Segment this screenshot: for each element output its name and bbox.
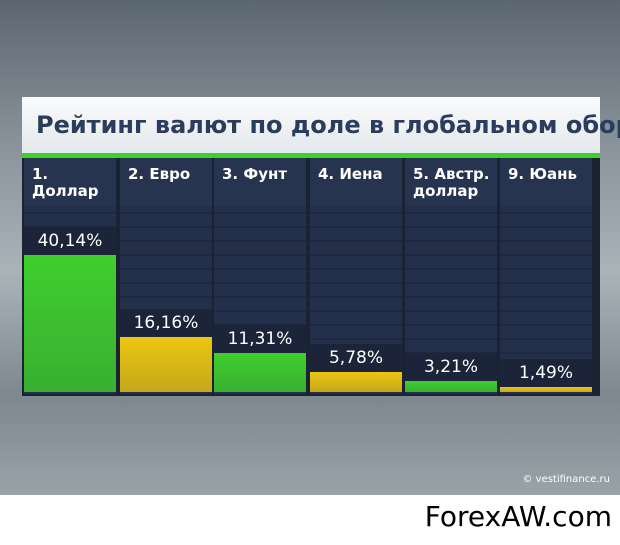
column-header: 2. Евро	[120, 158, 212, 206]
bar	[120, 336, 212, 392]
column-header: 1. Доллар	[24, 158, 116, 206]
column-header: 5. Австр. доллар	[405, 158, 497, 206]
category-label: 5. Австр. доллар	[413, 165, 490, 200]
value-label: 1,49%	[500, 358, 592, 387]
value-label: 11,31%	[214, 325, 306, 354]
value-label: 40,14%	[24, 227, 116, 255]
bar	[500, 386, 592, 392]
site-watermark: ForexAW.com	[424, 500, 612, 533]
column-header: 9. Юань	[500, 158, 592, 206]
source-watermark: © vestifinance.ru	[522, 474, 610, 485]
column: 1. Доллар 40,14%	[24, 158, 116, 394]
value-label: 5,78%	[310, 344, 402, 373]
column: 5. Австр. доллар 3,21%	[405, 158, 497, 394]
value-label: 16,16%	[120, 308, 212, 337]
chart-title: Рейтинг валют по доле в глобальном оборо…	[36, 111, 620, 139]
plot: 1. Доллар 40,14% 2. Евро 16,16% 3. Фунт 11,31…	[22, 158, 600, 396]
column: 9. Юань 1,49%	[500, 158, 592, 394]
column: 4. Иена 5,78%	[310, 158, 402, 394]
column-header: 3. Фунт	[214, 158, 306, 206]
bar	[24, 255, 116, 392]
column-header: 4. Иена	[310, 158, 402, 206]
category-label: 9. Юань	[508, 165, 577, 183]
bar	[310, 372, 402, 392]
column: 2. Евро 16,16%	[120, 158, 212, 394]
column: 3. Фунт 11,31%	[214, 158, 306, 394]
bar	[405, 381, 497, 392]
category-label: 3. Фунт	[222, 165, 288, 183]
category-label: 4. Иена	[318, 165, 383, 183]
bar	[214, 353, 306, 392]
category-label: 2. Евро	[128, 165, 191, 183]
category-label: 1. Доллар	[32, 165, 99, 200]
title-box: Рейтинг валют по доле в глобальном оборо…	[22, 97, 620, 157]
value-label: 3,21%	[405, 353, 497, 382]
